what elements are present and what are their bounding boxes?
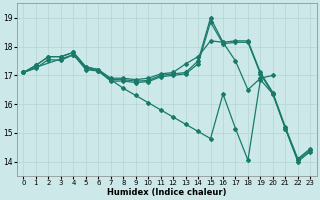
X-axis label: Humidex (Indice chaleur): Humidex (Indice chaleur) <box>107 188 227 197</box>
